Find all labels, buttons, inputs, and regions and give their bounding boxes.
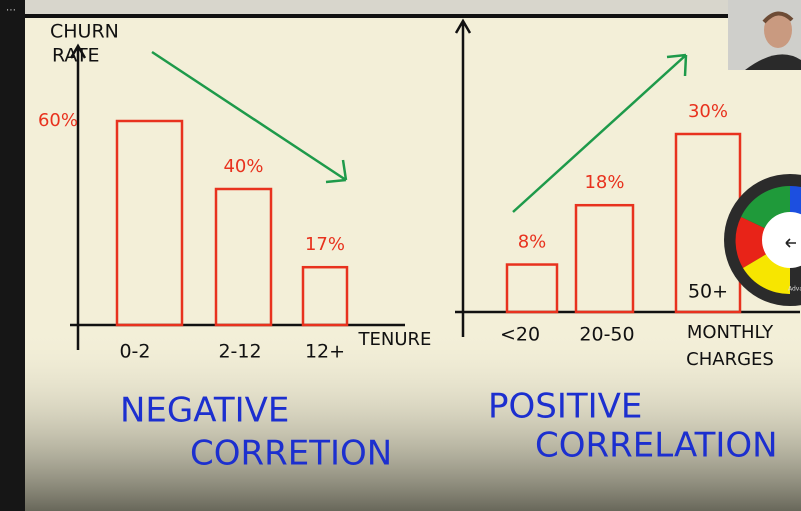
wheel-center[interactable] <box>762 212 801 268</box>
back-icon <box>785 238 796 248</box>
trend-arrow-up <box>512 53 688 213</box>
advanced-label[interactable]: Advanced <box>788 286 801 293</box>
x-tick-label: <20 <box>500 324 540 346</box>
bar <box>214 187 273 327</box>
value-label: 8% <box>518 232 547 253</box>
x-tick-label: 20-50 <box>579 324 634 346</box>
bottom-shade <box>25 330 801 511</box>
x-tick-label: 50+ <box>688 281 728 303</box>
hair <box>762 11 794 24</box>
x-tick-label: 0-2 <box>119 341 150 363</box>
annotation: CORRELATION <box>535 426 778 466</box>
bar <box>505 263 559 314</box>
value-label: 40% <box>223 156 263 177</box>
annotation: NEGATIVE <box>120 391 289 431</box>
face <box>764 12 792 48</box>
top-band <box>25 0 801 14</box>
x-tick-label: 12+ <box>305 341 345 363</box>
annotation: CORRETION <box>190 434 392 474</box>
value-label: 17% <box>305 234 345 255</box>
y-axis-label: CHURN <box>50 21 119 43</box>
value-label: 18% <box>584 172 624 193</box>
annotation: POSITIVE <box>488 387 642 427</box>
color-wheel[interactable]: Advanced <box>724 174 801 306</box>
x-axis-label: CHARGES <box>686 349 774 370</box>
trend-arrow-down <box>151 50 348 184</box>
webcam <box>728 0 801 70</box>
bar <box>115 119 184 327</box>
bar <box>574 203 635 314</box>
shirt <box>745 54 801 70</box>
value-label: 30% <box>688 101 728 122</box>
top-line <box>25 14 801 18</box>
x-axis-label: TENURE <box>358 329 432 350</box>
x-axis-label: MONTHLY <box>687 322 774 343</box>
bar <box>301 265 349 327</box>
x-tick-label: 2-12 <box>218 341 261 363</box>
y-axis <box>454 18 472 337</box>
y-axis-label: RATE <box>52 45 100 67</box>
y-axis <box>69 43 87 350</box>
value-label: 60% <box>38 110 78 131</box>
menu-dots: ⋯ <box>6 5 16 16</box>
